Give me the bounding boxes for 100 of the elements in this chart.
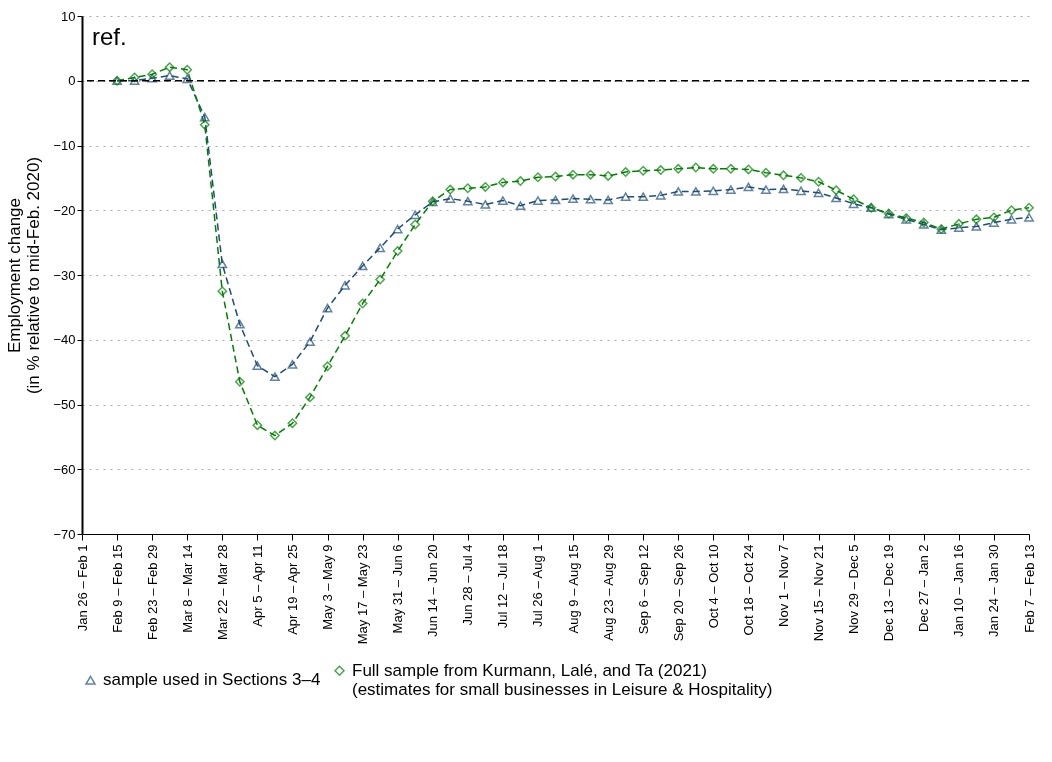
point <box>848 194 859 205</box>
point <box>164 71 175 80</box>
point <box>234 376 245 387</box>
x-tick-label: Jun 28 – Jul 4 <box>460 544 476 626</box>
x-tick-label: Nov 15 – Nov 21 <box>811 544 827 642</box>
point <box>655 165 666 176</box>
point <box>322 303 333 313</box>
point <box>638 165 649 176</box>
x-tick-label: Jan 24 – Jan 30 <box>986 544 1002 638</box>
point <box>497 196 508 205</box>
point <box>410 210 421 220</box>
point <box>497 177 508 188</box>
y-tick-label: −40 <box>53 332 76 348</box>
point <box>725 163 736 174</box>
point <box>568 169 578 180</box>
point <box>778 184 789 194</box>
point <box>655 190 666 200</box>
point <box>445 184 456 195</box>
point <box>234 319 245 329</box>
point <box>831 185 842 196</box>
point <box>269 430 280 441</box>
point <box>673 187 684 196</box>
point <box>953 223 964 233</box>
legend-label: sample used in Sections 3–4 <box>103 670 321 690</box>
point <box>129 76 140 86</box>
point <box>357 298 368 309</box>
y-tick-label: −70 <box>53 526 76 542</box>
point <box>708 163 719 174</box>
x-tick-label: Oct 18 – Oct 24 <box>740 544 756 636</box>
point <box>673 163 684 174</box>
point <box>322 361 333 372</box>
point <box>217 259 228 269</box>
point <box>515 201 526 211</box>
y-tick-label: −30 <box>53 267 76 283</box>
point <box>445 194 456 203</box>
x-tick-label: Mar 8 – Mar 14 <box>179 544 195 633</box>
x-tick-label: May 3 – May 9 <box>320 544 336 630</box>
x-tick-label: Feb 9 – Feb 15 <box>109 544 125 633</box>
legend-label: Full sample from Kurmann, Lalé, and Ta (2021) (estimates for small businesses in Leisure & Hospitality) <box>352 660 773 699</box>
point <box>761 167 771 178</box>
x-tick-label: Jun 14 – Jun 20 <box>425 544 441 638</box>
point <box>182 64 193 75</box>
x-tick-label: Aug 9 – Aug 15 <box>565 544 581 634</box>
point <box>725 185 736 194</box>
point <box>1024 202 1034 213</box>
point <box>708 186 719 196</box>
point <box>550 171 561 182</box>
point <box>988 212 999 223</box>
point <box>340 330 350 341</box>
point <box>813 188 824 198</box>
x-tick-label: Nov 1 – Nov 7 <box>775 544 791 627</box>
point <box>199 112 210 122</box>
x-tick-label: Dec 27 – Jan 2 <box>916 544 932 632</box>
point <box>182 74 193 84</box>
point <box>620 167 631 177</box>
point <box>971 214 982 225</box>
point <box>585 169 596 180</box>
point <box>199 119 210 130</box>
x-tick-label: Aug 23 – Aug 29 <box>600 544 616 641</box>
point <box>340 280 350 290</box>
y-tick-label: 0 <box>68 73 76 89</box>
point <box>953 218 964 229</box>
point <box>971 222 982 231</box>
x-tick-label: Oct 4 – Oct 10 <box>705 544 721 629</box>
x-tick-label: Mar 22 – Mar 28 <box>214 544 230 640</box>
point <box>410 219 421 230</box>
point <box>357 261 368 271</box>
point <box>743 164 754 175</box>
point <box>988 218 999 227</box>
x-tick-label: Sep 20 – Sep 26 <box>670 544 686 642</box>
x-tick-label: May 17 – May 23 <box>355 544 371 645</box>
point <box>550 195 561 205</box>
point <box>1024 213 1034 222</box>
point <box>269 372 280 382</box>
x-tick-label: Nov 29 – Dec 5 <box>846 544 862 635</box>
x-tick-label: Dec 13 – Dec 19 <box>881 544 897 642</box>
point <box>690 187 701 196</box>
point <box>620 192 631 202</box>
point <box>462 183 473 194</box>
y-tick-label: −50 <box>53 397 76 412</box>
x-tick-label: Apr 5 – Apr 11 <box>249 544 265 627</box>
point <box>761 185 771 194</box>
x-tick-label: Feb 7 – Feb 13 <box>1021 544 1037 633</box>
point <box>813 176 824 187</box>
x-tick-label: Sep 6 – Sep 12 <box>635 544 651 635</box>
point <box>147 73 158 83</box>
point <box>305 392 315 403</box>
x-tick-label: Jan 26 – Feb 1 <box>74 544 90 632</box>
point <box>480 182 491 192</box>
y-tick-label: −10 <box>53 138 76 153</box>
point <box>287 418 298 429</box>
point <box>252 420 263 431</box>
point <box>533 196 543 205</box>
point <box>392 224 403 234</box>
point <box>480 200 491 209</box>
point <box>796 172 806 183</box>
point <box>147 69 158 80</box>
x-tick-label: Jul 12 – Jul 18 <box>495 544 511 629</box>
point <box>287 359 298 369</box>
point <box>743 182 754 192</box>
